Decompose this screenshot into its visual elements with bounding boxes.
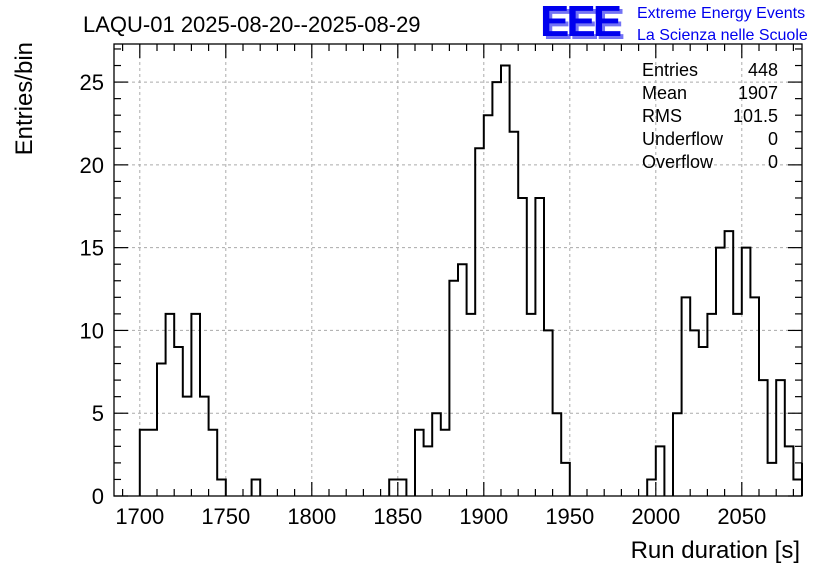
histogram-bin — [673, 413, 682, 496]
histogram-bin — [183, 397, 192, 496]
stats-label: Underflow — [642, 129, 724, 149]
y-tick-label: 0 — [92, 484, 104, 509]
histogram-bin — [527, 314, 536, 496]
x-tick-label: 1950 — [545, 504, 594, 529]
eee-logo: EEE EEE Extreme Energy Events La Scienza… — [540, 0, 808, 49]
grid-lines — [114, 44, 802, 496]
histogram-bin — [682, 297, 691, 496]
histogram-bin — [656, 446, 665, 496]
chart-title: LAQU-01 2025-08-20--2025-08-29 — [83, 12, 421, 37]
y-tick-label: 15 — [80, 236, 104, 261]
histogram-bin — [200, 397, 209, 496]
histogram-bin — [793, 479, 802, 496]
x-tick-label: 1900 — [459, 504, 508, 529]
stats-label: RMS — [642, 106, 682, 126]
histogram-bin — [217, 479, 226, 496]
y-tick-label: 25 — [80, 70, 104, 95]
histogram-bin — [467, 314, 476, 496]
histogram-bin — [535, 198, 544, 496]
histogram-bin — [518, 198, 527, 496]
stats-box: Entries 448 Mean 1907 RMS 101.5 Underflow 0 Over… — [642, 60, 778, 172]
x-tick-label: 1750 — [201, 504, 250, 529]
x-tick-label: 1800 — [287, 504, 336, 529]
histogram-bin — [759, 380, 768, 496]
histogram-bin — [733, 314, 742, 496]
histogram-bin — [699, 347, 708, 496]
stats-label: Overflow — [642, 152, 714, 172]
histogram-bin — [140, 430, 149, 496]
eee-logo-mark: EEE — [543, 0, 624, 49]
histogram-bin — [424, 446, 433, 496]
histogram-bin — [561, 463, 570, 496]
histogram-bin — [209, 430, 218, 496]
x-axis-label: Run duration [s] — [631, 537, 800, 564]
logo-line-1: Extreme Energy Events — [637, 5, 805, 22]
histogram-bin — [707, 314, 716, 496]
histogram-bin — [725, 231, 734, 496]
histogram-bin — [768, 463, 777, 496]
histogram-bin — [785, 446, 794, 496]
histogram-bin — [252, 479, 261, 496]
histogram-bin — [484, 115, 493, 496]
histogram-bin — [510, 132, 519, 496]
stats-value: 0 — [768, 152, 778, 172]
histogram-bin — [166, 314, 175, 496]
histogram-bin — [449, 281, 458, 496]
stats-value: 0 — [768, 129, 778, 149]
histogram-bin — [432, 413, 441, 496]
plot-frame — [113, 43, 803, 497]
histogram-outline — [138, 64, 803, 496]
x-tick-label: 1850 — [373, 504, 422, 529]
histogram-bin — [690, 330, 699, 496]
histogram-bin — [398, 479, 407, 496]
stats-value: 1907 — [738, 83, 778, 103]
histogram-bin — [389, 479, 398, 496]
stats-label: Mean — [642, 83, 687, 103]
histogram-bin — [742, 248, 751, 496]
stats-value: 448 — [748, 60, 778, 80]
histogram-bin — [492, 82, 501, 496]
histogram-bin — [441, 430, 450, 496]
eee-logo-mark-front: EEE — [540, 0, 621, 46]
x-tick-label: 2000 — [631, 504, 680, 529]
histogram-bin — [647, 479, 656, 496]
y-tick-label: 20 — [80, 153, 104, 178]
y-axis-label: Entries/bin — [11, 42, 38, 155]
y-tick-label: 10 — [80, 318, 104, 343]
histogram-bin — [475, 148, 484, 496]
histogram-bin — [501, 66, 510, 496]
stats-value: 101.5 — [733, 106, 778, 126]
histogram-bin — [458, 264, 467, 496]
histogram-bin — [750, 297, 759, 496]
histogram-bin — [174, 347, 183, 496]
y-tick-label: 5 — [92, 401, 104, 426]
histogram-bin — [148, 430, 157, 496]
histogram-bin — [191, 314, 200, 496]
x-axis-ticks: 1700 1750 1800 1850 1900 1950 2000 2050 — [115, 44, 795, 529]
x-tick-label: 2050 — [717, 504, 766, 529]
x-tick-label: 1700 — [115, 504, 164, 529]
histogram-bin — [553, 413, 562, 496]
y-axis-ticks: 0 5 10 15 20 25 — [80, 48, 802, 509]
histogram-bin — [157, 364, 166, 496]
logo-line-2: La Scienza nelle Scuole — [637, 27, 808, 44]
histogram-bin — [415, 430, 424, 496]
stats-label: Entries — [642, 60, 698, 80]
histogram-bin — [716, 248, 725, 496]
histogram-bin — [544, 330, 553, 496]
histogram-bin — [776, 380, 785, 496]
